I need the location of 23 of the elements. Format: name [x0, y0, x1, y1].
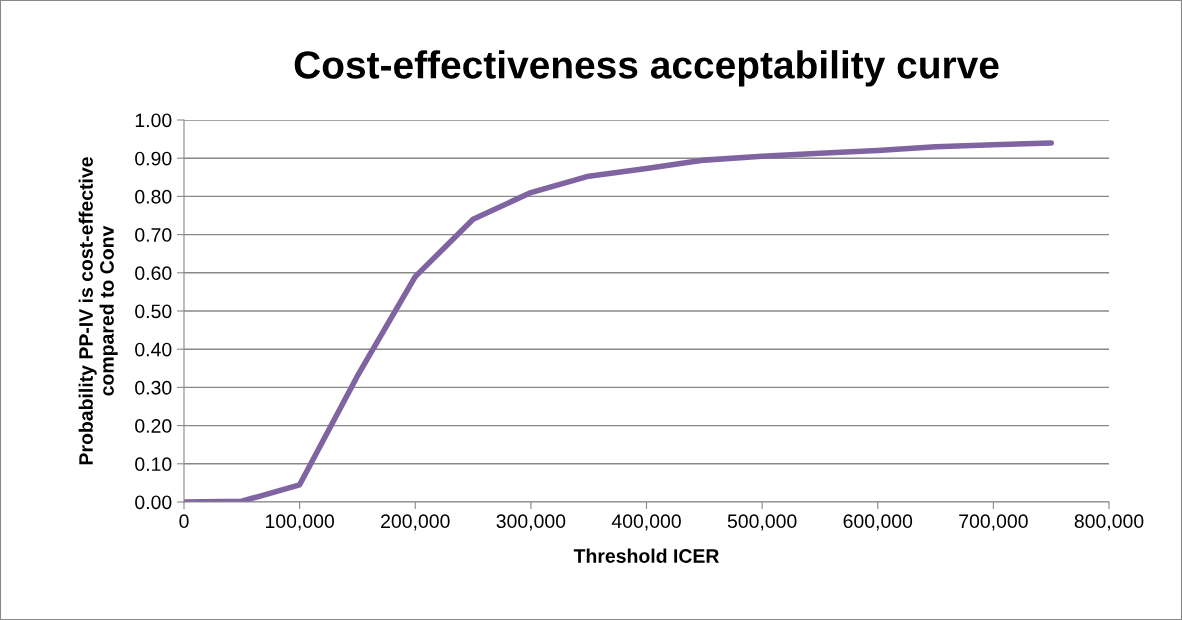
x-tick-label: 500,000: [727, 514, 797, 531]
chart-title: Cost-effectiveness acceptability curve: [294, 50, 999, 87]
y-tick-label: 0.70: [135, 228, 172, 242]
y-tick-label: 0.30: [135, 380, 172, 395]
x-tick-label: 600,000: [843, 514, 913, 531]
y-tick-label: 0.40: [135, 342, 172, 357]
x-tick-label: 700,000: [959, 514, 1028, 531]
x-tick-label: 100,000: [265, 514, 335, 531]
y-tick-label: 0.60: [135, 266, 172, 281]
y-axis-title: Probability PP-IV is cost-effective compared to Conv: [78, 157, 118, 465]
y-tick-label: 0.00: [135, 495, 172, 510]
x-tick-label: 200,000: [381, 514, 450, 531]
y-tick-label: 0.90: [135, 151, 172, 166]
x-tick-label: 300,000: [496, 514, 566, 531]
y-tick-label: 0.10: [135, 457, 172, 472]
x-tick-label: 800,000: [1074, 514, 1144, 531]
y-tick-label: 0.50: [135, 304, 172, 319]
y-tick-label: 0.20: [135, 419, 172, 433]
y-tick-label: 1.00: [135, 113, 172, 128]
y-tick-label: 0.80: [135, 189, 172, 204]
x-axis-title: Threshold ICER: [573, 548, 720, 563]
x-tick-label: 0: [179, 514, 189, 529]
x-tick-label: 400,000: [611, 514, 681, 531]
